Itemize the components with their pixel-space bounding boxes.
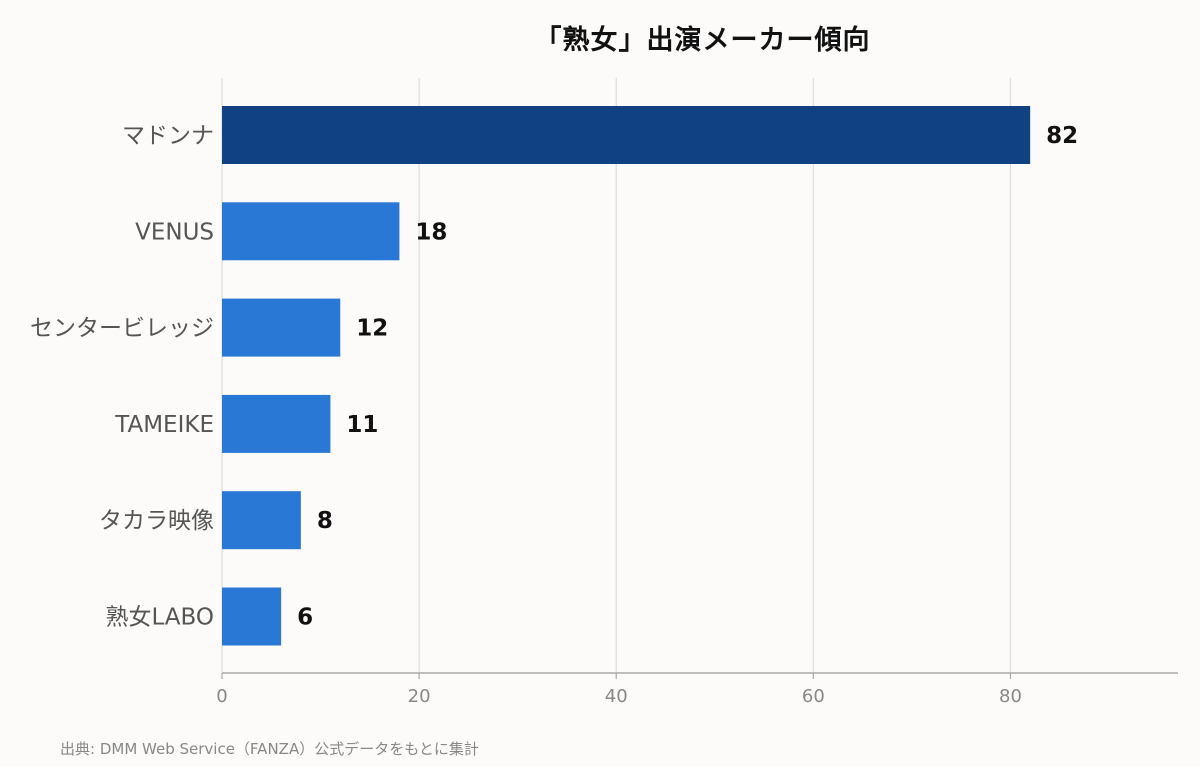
value-label: 18 (415, 219, 447, 245)
category-label: 熟女LABO (105, 605, 214, 631)
bar (222, 587, 282, 646)
category-label: センタービレッジ (30, 316, 214, 342)
x-tick-label: 40 (605, 686, 628, 707)
chart-title: 「熟女」出演メーカー傾向 (534, 25, 871, 56)
value-label: 12 (356, 316, 388, 342)
x-tick-label: 0 (216, 686, 227, 707)
category-label: TAMEIKE (114, 412, 214, 438)
x-tick-label: 20 (408, 686, 431, 707)
category-label: タカラ映像 (99, 508, 214, 534)
bar (222, 394, 331, 453)
bar (222, 202, 400, 261)
value-label: 6 (297, 605, 313, 631)
value-label: 8 (317, 508, 333, 534)
bar (222, 298, 341, 357)
bar (222, 106, 1031, 164)
category-label: マドンナ (122, 123, 214, 149)
source-note: 出典: DMM Web Service（FANZA）公式データをもとに集計 (60, 740, 479, 758)
bar (222, 491, 301, 550)
value-label: 11 (346, 412, 378, 438)
category-label: VENUS (135, 219, 214, 245)
value-label: 82 (1046, 123, 1078, 149)
x-tick-label: 80 (999, 686, 1022, 707)
x-tick-label: 60 (802, 686, 825, 707)
